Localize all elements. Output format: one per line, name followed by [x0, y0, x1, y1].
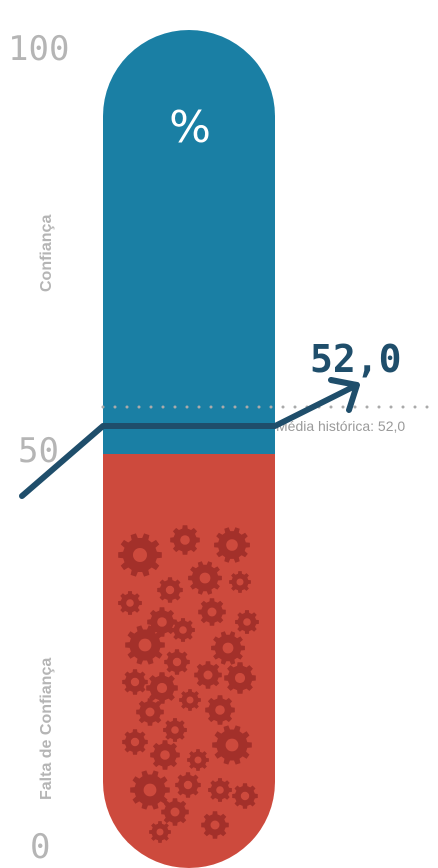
gear-hole — [183, 780, 193, 790]
gear-hole — [210, 820, 220, 830]
gear-hole — [199, 572, 211, 584]
gear-hole — [186, 696, 194, 704]
gears-illustration — [118, 525, 259, 843]
gear-hole — [240, 791, 250, 801]
current-value-label: 52,0 — [310, 337, 402, 381]
gear-hole — [216, 786, 224, 794]
gear-hole — [143, 783, 157, 797]
gear-hole — [179, 626, 187, 634]
thermometer-tube — [103, 30, 275, 868]
gear-hole — [194, 756, 202, 764]
tick-label-0: 0 — [30, 827, 50, 867]
tick-label-100: 100 — [8, 29, 69, 69]
gear-hole — [222, 642, 234, 654]
gear-hole — [160, 750, 170, 760]
gear-hole — [226, 539, 238, 551]
gear-hole — [138, 638, 152, 652]
gear-hole — [130, 677, 140, 687]
gear-hole — [133, 548, 147, 562]
gear-hole — [130, 737, 140, 747]
gear-hole — [234, 672, 246, 684]
gear-hole — [165, 585, 175, 595]
trend-arrow-head — [328, 377, 360, 413]
tick-label-50: 50 — [18, 431, 59, 471]
gear-hole — [180, 535, 190, 545]
gear-hole — [225, 738, 239, 752]
gear-hole — [171, 726, 179, 734]
percent-sign: % — [169, 102, 211, 153]
gear-hole — [215, 705, 225, 715]
gear-hole — [207, 607, 217, 617]
gear-hole — [156, 828, 164, 836]
gear-hole — [145, 707, 155, 717]
gear-hole — [157, 617, 167, 627]
gear-hole — [243, 618, 251, 626]
confidence-fill — [103, 30, 275, 454]
gear-hole — [236, 578, 244, 586]
gear-hole — [172, 657, 182, 667]
gear-hole — [170, 807, 180, 817]
gear-hole — [203, 670, 213, 680]
lack-of-confidence-label: Falta de Confiança — [38, 658, 55, 800]
trend-line — [19, 383, 358, 499]
confidence-label: Confiança — [38, 215, 55, 292]
gear-hole — [126, 599, 134, 607]
historical-average-label: Média histórica: 52,0 — [276, 418, 405, 434]
gear-hole — [156, 682, 168, 694]
